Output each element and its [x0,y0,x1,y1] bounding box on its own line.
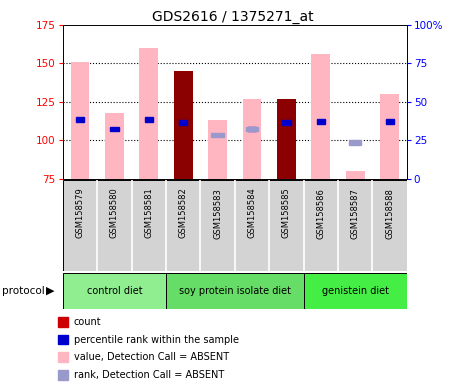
Bar [71,62,89,179]
Bar [208,120,227,179]
Bar [105,113,124,179]
Text: protocol: protocol [2,286,45,296]
Text: value, Detection Call = ABSENT: value, Detection Call = ABSENT [73,353,229,362]
Text: GSM158582: GSM158582 [179,188,188,238]
Text: GDS2616 / 1375271_at: GDS2616 / 1375271_at [152,10,313,23]
Bar [349,141,361,145]
Bar [346,171,365,179]
Text: GSM158579: GSM158579 [75,188,85,238]
Text: count: count [73,317,101,327]
Bar [380,94,399,179]
Text: genistein diet: genistein diet [322,286,389,296]
Bar [63,273,166,309]
Text: rank, Detection Call = ABSENT: rank, Detection Call = ABSENT [73,370,224,380]
Text: GSM158588: GSM158588 [385,188,394,238]
Bar [248,127,256,131]
Bar [174,71,193,179]
Text: GSM158583: GSM158583 [213,188,222,238]
Bar [212,133,224,137]
Bar [166,273,304,309]
Bar [243,99,261,179]
Bar [140,48,158,179]
Text: control diet: control diet [86,286,142,296]
Text: GSM158581: GSM158581 [144,188,153,238]
Bar [304,273,407,309]
Text: GSM158587: GSM158587 [351,188,360,238]
Bar [174,146,193,179]
Text: ▶: ▶ [46,286,54,296]
Text: GSM158585: GSM158585 [282,188,291,238]
Bar [246,127,258,131]
Bar [76,118,84,122]
Bar [385,119,394,124]
Text: GSM158580: GSM158580 [110,188,119,238]
Bar [58,317,68,327]
Text: GSM158584: GSM158584 [247,188,257,238]
Bar [110,127,119,131]
Bar [145,118,153,122]
Bar [312,54,330,179]
Text: percentile rank within the sample: percentile rank within the sample [73,334,239,344]
Text: soy protein isolate diet: soy protein isolate diet [179,286,291,296]
Text: GSM158586: GSM158586 [316,188,326,238]
Bar [58,370,68,380]
Bar [282,121,291,125]
Bar [58,353,68,362]
Bar [317,119,325,124]
Bar [58,335,68,344]
Bar [277,99,296,179]
Bar [179,121,187,125]
